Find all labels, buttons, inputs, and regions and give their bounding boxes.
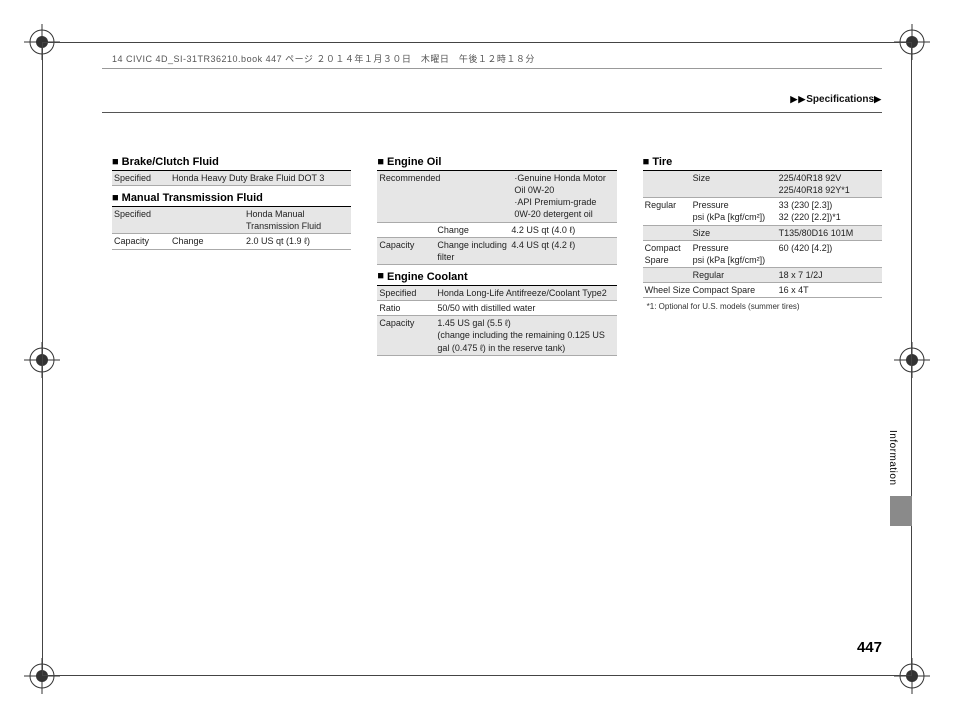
spec-cell-k: Capacity [114,235,172,247]
spec-cell-v: Honda Long-Life Antifreeze/Coolant Type2 [437,287,614,299]
registration-mark-icon [894,342,930,378]
spec-cell-k: Capacity [379,317,437,329]
spec-cell-v: 4.2 US qt (4.0 ℓ) [511,224,614,236]
spec-table-mtf: Specified Honda Manual Transmission Fluid… [112,206,351,249]
square-bullet-icon: ■ [377,271,384,282]
spec-cell-sub: Change including filter [437,239,511,263]
spec-cell-k: Specified [114,172,172,184]
square-bullet-icon: ■ [643,157,650,168]
column-2: ■ Engine Oil Recommended ·Genuine Honda M… [377,150,616,356]
spec-table-brake: SpecifiedHonda Heavy Duty Brake Fluid DO… [112,170,351,186]
spec-row: Compact SparePressure psi (kPa [kgf/cm²]… [643,241,882,268]
spec-row: SpecifiedHonda Heavy Duty Brake Fluid DO… [112,171,351,186]
spec-row: Wheel SizeCompact Spare16 x 4T [643,283,882,298]
spec-row: SizeT135/80D16 101M [643,226,882,241]
spec-cell-k: Specified [114,208,172,220]
triangle-right-icon: ▶ [798,94,805,105]
spec-row: RegularPressure psi (kPa [kgf/cm²])33 (2… [643,198,882,225]
spec-cell-sub: Size [693,227,779,239]
square-bullet-icon: ■ [112,193,119,204]
spec-cell-sub: Pressure psi (kPa [kgf/cm²]) [693,242,779,266]
content-columns: ■ Brake/Clutch Fluid SpecifiedHonda Heav… [112,150,882,356]
registration-mark-icon [894,658,930,694]
spec-row: Change4.2 US qt (4.0 ℓ) [377,223,616,238]
page-frame [42,42,43,676]
spec-cell-v: 18 x 7 1/2J [779,269,880,281]
section-title-brake: ■ Brake/Clutch Fluid [112,156,351,168]
page-frame [42,42,912,43]
section-title-mtf: ■ Manual Transmission Fluid [112,192,351,204]
square-bullet-icon: ■ [377,157,384,168]
print-header-rule [102,68,882,69]
spec-row: CapacityChange including filter4.4 US qt… [377,238,616,265]
spec-cell-k: Wheel Size [645,284,693,296]
section-title-label: Tire [652,156,672,168]
spec-cell-v: 2.0 US qt (1.9 ℓ) [246,235,349,247]
side-tab-label: Information [887,430,898,486]
column-1: ■ Brake/Clutch Fluid SpecifiedHonda Heav… [112,150,351,356]
spec-cell-k: Compact Spare [645,242,693,266]
section-title-oil: ■ Engine Oil [377,156,616,168]
section-title-tire: ■ Tire [643,156,882,168]
spec-cell-v: T135/80D16 101M [779,227,880,239]
section-title-label: Engine Oil [387,156,441,168]
document-page: 14 CIVIC 4D_SI-31TR36210.book 447 ページ ２０… [0,0,954,718]
spec-row: Recommended ·Genuine Honda Motor Oil 0W-2… [377,171,616,223]
page-number: 447 [857,639,882,656]
column-3: ■ Tire Size225/40R18 92V 225/40R18 92Y*1… [643,150,882,356]
spec-cell-k: Capacity [379,239,437,251]
spec-row: CapacityChange2.0 US qt (1.9 ℓ) [112,234,351,249]
spec-cell-v: 225/40R18 92V 225/40R18 92Y*1 [779,172,880,196]
spec-cell-sub: Regular [693,269,779,281]
spec-cell-k: Recommended [379,172,440,184]
print-header: 14 CIVIC 4D_SI-31TR36210.book 447 ページ ２０… [112,52,535,65]
spec-row: Regular18 x 7 1/2J [643,268,882,283]
spec-row: Size225/40R18 92V 225/40R18 92Y*1 [643,171,882,198]
breadcrumb: ▶▶Specifications▶ [790,94,882,105]
spec-cell-v: Honda Manual Transmission Fluid [246,208,349,232]
section-title-label: Brake/Clutch Fluid [122,156,219,168]
spec-cell-k: Specified [379,287,437,299]
spec-cell-v: 60 (420 [4.2]) [779,242,880,254]
spec-row: Specified Honda Manual Transmission Fluid [112,207,351,234]
square-bullet-icon: ■ [112,157,119,168]
spec-table-oil: Recommended ·Genuine Honda Motor Oil 0W-2… [377,170,616,265]
section-title-coolant: ■ Engine Coolant [377,271,616,283]
spec-cell-k: Regular [645,199,693,211]
spec-cell-v: 4.4 US qt (4.2 ℓ) [511,239,614,251]
page-frame [42,675,912,676]
spec-row: Capacity1.45 US gal (5.5 ℓ) (change incl… [377,316,616,355]
spec-cell-k: Ratio [379,302,437,314]
triangle-right-icon: ▶ [790,94,797,105]
spec-table-tire: Size225/40R18 92V 225/40R18 92Y*1Regular… [643,170,882,298]
spec-cell-v: Honda Heavy Duty Brake Fluid DOT 3 [172,172,349,184]
spec-table-coolant: SpecifiedHonda Long-Life Antifreeze/Cool… [377,285,616,356]
spec-row: Ratio50/50 with distilled water [377,301,616,316]
spec-row: SpecifiedHonda Long-Life Antifreeze/Cool… [377,286,616,301]
footnote: *1: Optional for U.S. models (summer tir… [643,302,882,311]
spec-cell-sub: Compact Spare [693,284,779,296]
spec-cell-v: ·Genuine Honda Motor Oil 0W-20 ·API Prem… [514,172,614,221]
side-tab-block [890,496,912,526]
spec-cell-v: 33 (230 [2.3]) 32 (220 [2.2])*1 [779,199,880,223]
page-frame [911,42,912,676]
header-rule [102,112,882,113]
spec-cell-sub: Size [693,172,779,184]
section-title-label: Engine Coolant [387,271,468,283]
spec-cell-v: 50/50 with distilled water [437,302,614,314]
triangle-right-icon: ▶ [874,94,881,105]
section-title-label: Manual Transmission Fluid [122,192,263,204]
spec-cell-v: 1.45 US gal (5.5 ℓ) (change including th… [437,317,614,353]
spec-cell-sub: Change [437,224,511,236]
spec-cell-sub: Pressure psi (kPa [kgf/cm²]) [693,199,779,223]
breadcrumb-label: Specifications [806,94,874,105]
spec-cell-sub: Change [172,235,246,247]
spec-cell-v: 16 x 4T [779,284,880,296]
